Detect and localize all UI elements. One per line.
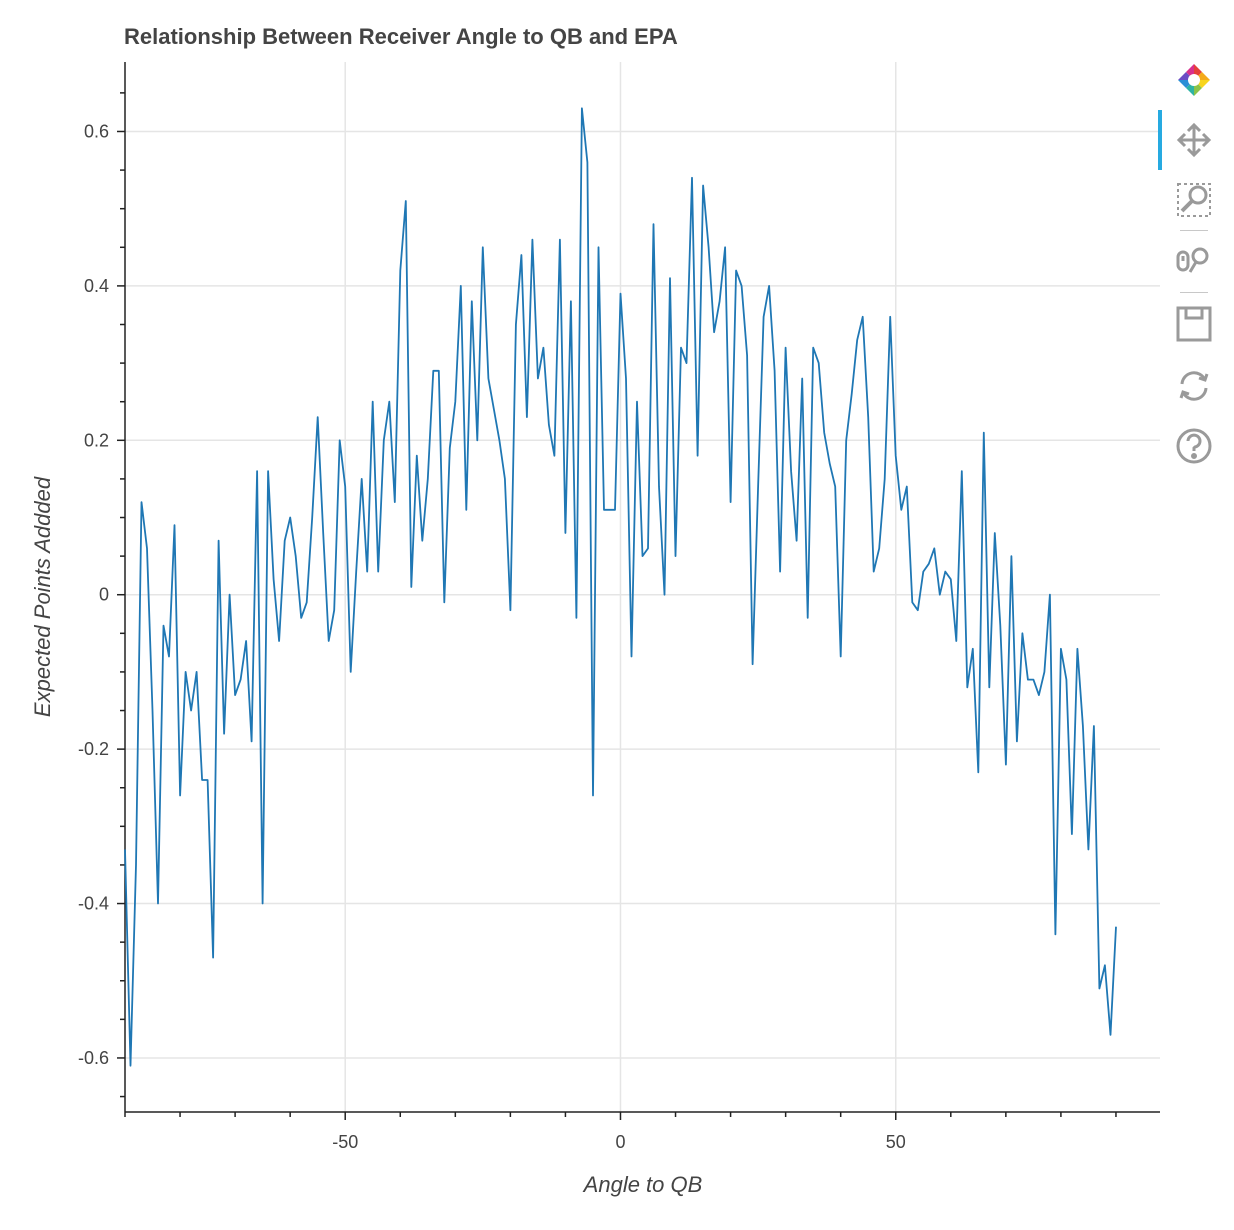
box-zoom-icon[interactable] [1174,180,1214,220]
x-tick-label: -50 [332,1132,358,1152]
pan-icon[interactable] [1174,120,1214,160]
wheel-zoom-icon[interactable] [1174,240,1214,280]
axes-layer: -50 0 50 -0.6 -0.4 -0.2 0 0.2 0.4 0.6 [78,62,1160,1152]
help-icon[interactable] [1174,426,1214,466]
grid-layer [125,62,1160,1112]
save-icon[interactable] [1174,304,1214,344]
toolbar-separator [1180,230,1208,231]
y-tick-label: 0.2 [84,430,109,450]
y-tick-label: 0.4 [84,276,109,296]
y-tick-label: 0.6 [84,121,109,141]
y-tick-label: -0.2 [78,739,109,759]
toolbar-separator [1180,292,1208,293]
y-axis-label: Expected Points Addded [30,476,55,717]
label-layer: Angle to QB Expected Points Addded [30,476,702,1197]
x-axis-label: Angle to QB [582,1172,703,1197]
active-tool-indicator [1158,110,1162,170]
plot-toolbar [1158,56,1218,486]
reset-icon[interactable] [1174,366,1214,406]
series-layer [124,107,1117,1067]
chart-title: Relationship Between Receiver Angle to Q… [124,24,678,49]
y-tick-label: 0 [99,585,109,605]
epa-series-line [124,107,1117,1067]
x-tick-label: 50 [886,1132,906,1152]
y-tick-label: -0.6 [78,1048,109,1068]
y-tick-label: -0.4 [78,894,109,914]
x-tick-label: 0 [615,1132,625,1152]
bokeh-logo-icon[interactable] [1174,60,1214,100]
